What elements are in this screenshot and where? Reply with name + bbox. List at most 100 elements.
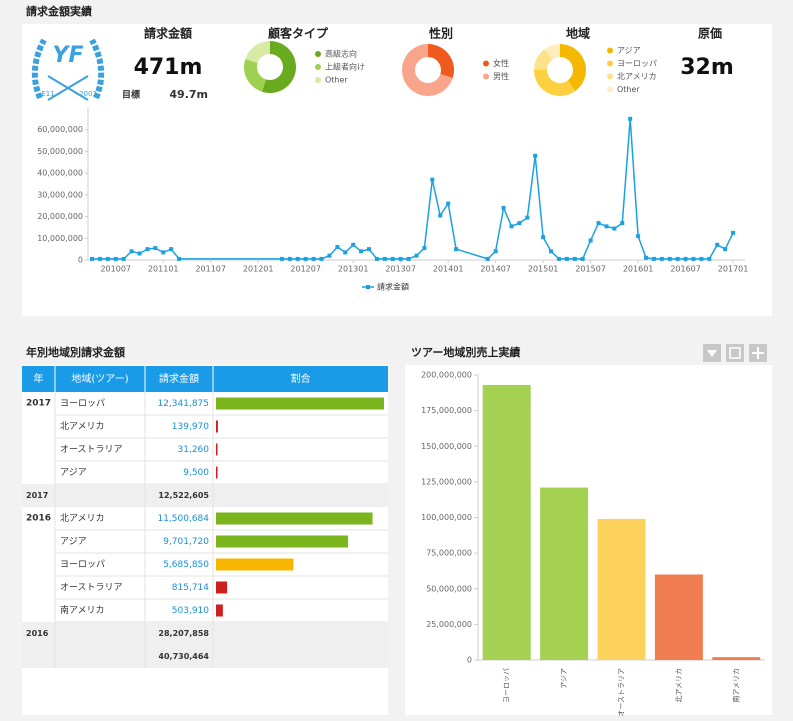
logo-text: E11: [41, 90, 54, 98]
marker: [295, 256, 300, 261]
amount-cell: 815,714: [172, 583, 209, 593]
legend-dot: [315, 51, 321, 57]
legend-marker: [366, 285, 370, 289]
marker: [145, 247, 150, 252]
region-cell: オーストラリア: [60, 582, 123, 593]
marker: [580, 256, 585, 261]
marker: [525, 215, 530, 220]
marker: [390, 256, 395, 261]
subtotal-year: 2016: [26, 629, 49, 638]
donut-segment: [402, 44, 453, 96]
subtotal-year: 2017: [26, 491, 48, 500]
marker: [105, 256, 110, 261]
subtotal-row: [22, 484, 388, 507]
marker: [596, 221, 601, 226]
legend-dot: [315, 77, 321, 83]
amount-cell: 31,260: [178, 445, 210, 455]
legend-dot: [483, 60, 489, 67]
panel-title: 請求金額実績: [26, 4, 92, 18]
legend-label: アジア: [617, 46, 641, 55]
panel-title: 年別地域別請求金額: [26, 345, 125, 359]
region-cell: アジア: [60, 468, 87, 478]
region-cell: ヨーロッパ: [60, 559, 105, 570]
x-tick-label: 201007: [100, 265, 131, 274]
share-bar: [216, 466, 218, 479]
legend-label: Other: [617, 85, 640, 94]
donut-segment: [534, 70, 576, 96]
y-tick-label: 40,000,000: [37, 169, 83, 178]
panel-title: ツアー地域別売上実績: [411, 345, 520, 359]
amount-cell: 503,910: [172, 606, 209, 616]
share-bar: [216, 420, 218, 433]
table-header: [22, 366, 388, 392]
y-tick-label: 25,000,000: [426, 620, 472, 629]
year-cell: 2016: [26, 514, 51, 524]
logo: YF E11 2003: [31, 38, 105, 101]
y-tick-label: 0: [78, 256, 83, 265]
column-header: 割合: [291, 372, 311, 385]
x-tick-label: 201507: [575, 265, 606, 274]
y-tick-label: 0: [467, 656, 472, 665]
x-tick-label: 201207: [290, 265, 321, 274]
region-cell: ヨーロッパ: [60, 398, 105, 409]
donut-segment: [245, 41, 270, 63]
marker: [422, 246, 427, 251]
x-tick-label: 南アメリカ: [731, 668, 740, 703]
marker: [438, 213, 443, 218]
y-tick-label: 60,000,000: [37, 125, 83, 134]
marker: [517, 221, 522, 226]
marker: [667, 256, 672, 261]
marker: [628, 116, 633, 121]
y-tick-label: 20,000,000: [37, 212, 83, 221]
kpi-target-label: 目標: [122, 89, 140, 101]
marker: [311, 256, 316, 261]
legend-label: 請求金額: [377, 282, 409, 292]
y-tick-label: 100,000,000: [421, 513, 472, 522]
marker: [651, 256, 656, 261]
marker: [564, 256, 569, 261]
donut-title: 顧客タイプ: [268, 26, 329, 41]
legend-dot: [483, 73, 489, 80]
marker: [90, 256, 94, 261]
marker: [533, 153, 538, 158]
bar: [482, 384, 531, 660]
donut-segment: [534, 48, 553, 70]
amount-cell: 139,970: [172, 422, 209, 432]
region-cell: 北アメリカ: [60, 421, 105, 432]
x-tick-label: 201301: [338, 265, 369, 274]
marker: [303, 256, 308, 261]
kpi-value: 32m: [680, 55, 734, 80]
legend-label: 男性: [493, 71, 509, 81]
marker: [707, 256, 712, 261]
marker: [659, 256, 664, 261]
bar-panel: [405, 365, 772, 715]
marker: [612, 226, 617, 231]
table-button[interactable]: [726, 344, 744, 362]
column-header: 地域(ツアー): [71, 372, 128, 385]
y-tick-label: 150,000,000: [421, 442, 472, 451]
x-tick-label: アジア: [560, 668, 568, 689]
x-tick-label: 201201: [243, 265, 274, 274]
total-amount: 40,730,464: [158, 652, 209, 661]
donut-segment: [428, 44, 455, 79]
x-tick-label: 201107: [195, 265, 226, 274]
column-header: 請求金額: [159, 372, 199, 385]
marker: [501, 205, 506, 210]
donut-segment: [261, 41, 296, 93]
share-bar: [216, 581, 228, 594]
region-cell: 北アメリカ: [60, 513, 105, 524]
marker: [161, 250, 166, 255]
bar: [654, 574, 703, 660]
marker: [319, 256, 324, 261]
marker: [556, 256, 561, 261]
marker: [683, 256, 688, 261]
marker: [406, 256, 411, 261]
kpi-title: 請求金額: [144, 26, 192, 41]
marker: [541, 235, 546, 240]
marker: [430, 177, 435, 182]
marker: [374, 256, 379, 261]
marker: [644, 255, 649, 260]
marker: [675, 256, 680, 261]
icon: [752, 347, 764, 359]
